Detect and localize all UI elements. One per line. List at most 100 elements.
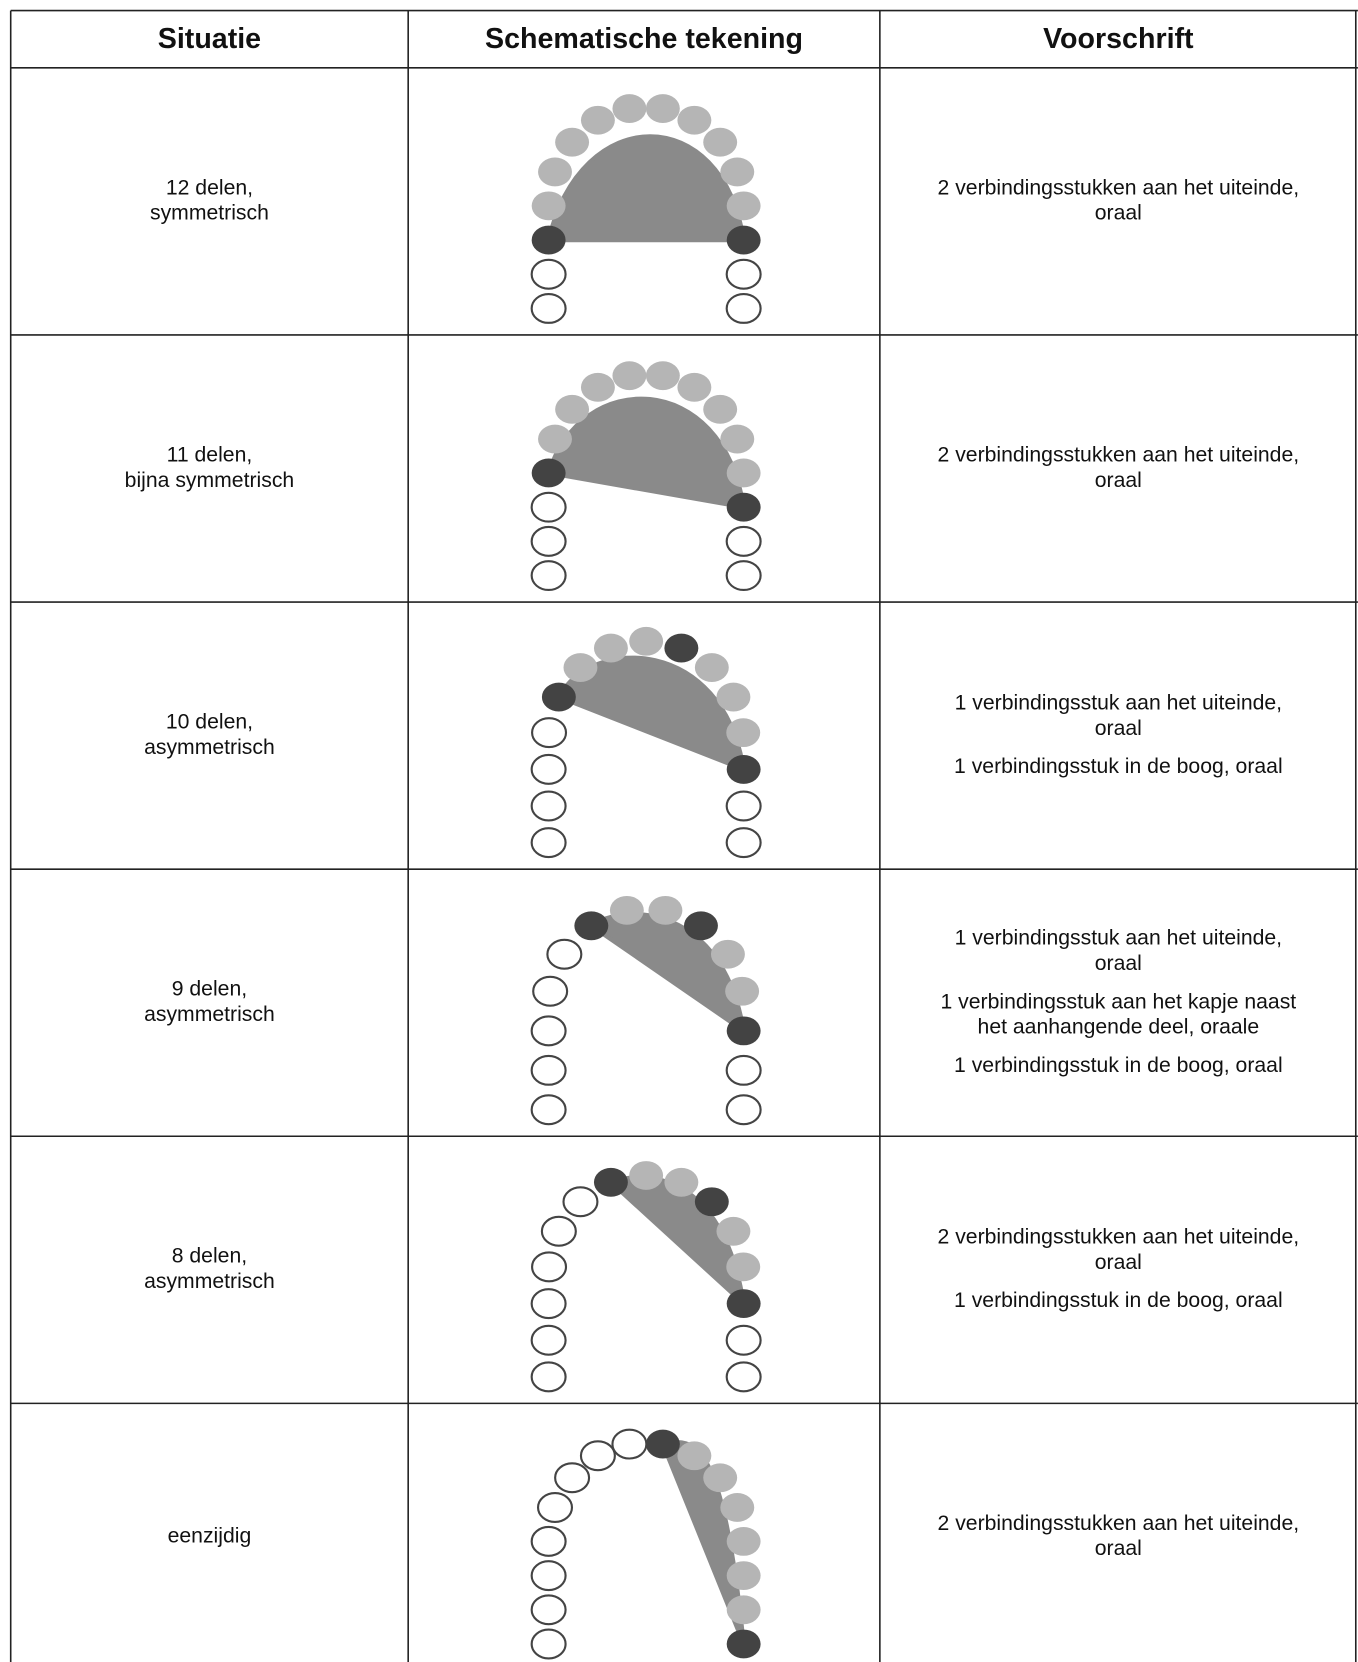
tooth	[725, 1054, 762, 1086]
tooth	[648, 895, 683, 925]
tooth	[530, 1560, 567, 1592]
tooth	[726, 225, 761, 255]
prescription-text: 2 verbindingsstukken aan het uiteinde,	[938, 176, 1300, 199]
tooth	[677, 105, 712, 135]
tooth	[726, 1526, 761, 1556]
tooth	[725, 525, 762, 557]
tooth	[664, 633, 699, 663]
tooth	[726, 1016, 761, 1046]
tooth	[530, 525, 567, 557]
tooth	[609, 895, 644, 925]
tooth	[716, 1216, 751, 1246]
tooth	[580, 105, 615, 135]
tooth	[716, 682, 751, 712]
tooth	[645, 94, 680, 123]
tooth	[725, 292, 762, 324]
tooth	[645, 1429, 680, 1459]
tooth	[694, 653, 729, 682]
tooth	[530, 1094, 567, 1126]
tooth	[541, 682, 576, 712]
prescription-text: 2 verbindingsstukken aan het uiteinde,	[938, 443, 1300, 466]
situation-text: bijna symmetrisch	[125, 469, 295, 492]
tooth	[530, 1288, 567, 1320]
situation-text: asymmetrisch	[144, 736, 275, 759]
situation-text: asymmetrisch	[144, 1270, 275, 1293]
tooth	[720, 1493, 755, 1522]
tooth	[530, 1525, 567, 1557]
header-cell: Voorschrift	[1043, 23, 1194, 55]
tooth	[530, 827, 567, 859]
prescription-text: 2 verbindingsstukken aan het uiteinde,	[938, 1512, 1300, 1535]
tooth	[612, 94, 647, 123]
tooth	[726, 1595, 761, 1625]
tooth	[530, 292, 567, 324]
tooth	[726, 1629, 761, 1659]
tooth	[562, 1186, 599, 1218]
tooth	[530, 258, 567, 290]
tooth	[629, 626, 664, 656]
tooth	[574, 911, 609, 941]
tooth	[726, 754, 761, 784]
situation-text: asymmetrisch	[144, 1003, 275, 1026]
tooth	[720, 157, 755, 187]
tooth	[725, 258, 762, 290]
tooth	[611, 1428, 648, 1460]
dental-arch	[530, 1428, 761, 1660]
prescription-text: 1 verbindingsstuk in de boog, oraal	[954, 1054, 1283, 1077]
tooth	[725, 1324, 762, 1356]
tooth	[530, 753, 567, 785]
tooth	[629, 1161, 664, 1190]
tooth	[530, 560, 567, 592]
tooth	[725, 560, 762, 592]
tooth	[530, 1594, 567, 1626]
header-cell: Schematische tekening	[485, 23, 803, 55]
tooth	[554, 1462, 591, 1494]
dental-arch	[530, 895, 762, 1126]
tooth	[645, 361, 680, 391]
tooth	[726, 492, 761, 522]
tooth	[725, 1094, 762, 1126]
prescription-text: 1 verbindingsstuk in de boog, oraal	[954, 1289, 1283, 1312]
tooth	[530, 1015, 567, 1047]
situation-text: 10 delen,	[166, 710, 253, 733]
prescription-text: 2 verbindingsstukken aan het uiteinde,	[938, 1226, 1300, 1249]
tooth	[530, 1324, 567, 1356]
situation-text: 12 delen,	[166, 176, 253, 199]
tooth	[694, 1187, 729, 1217]
prescription-text: 1 verbindingsstuk in de boog, oraal	[954, 755, 1283, 778]
prescription-text: 1 verbindingsstuk aan het kapje naast	[940, 990, 1296, 1013]
tooth	[530, 790, 567, 822]
prescription-text: oraal	[1095, 1251, 1142, 1274]
tooth	[531, 225, 566, 255]
tooth	[540, 1215, 577, 1247]
situation-text: 9 delen,	[172, 978, 247, 1001]
tooth	[580, 372, 615, 402]
tooth	[579, 1440, 616, 1472]
dental-arch	[530, 1161, 762, 1393]
prescription-text: het aanhangende deel, oraale	[978, 1016, 1260, 1039]
tooth	[720, 424, 755, 454]
tooth	[677, 372, 712, 402]
tooth	[530, 1054, 567, 1086]
tooth	[710, 939, 745, 969]
tooth	[531, 1251, 568, 1283]
tooth	[530, 491, 567, 523]
tooth	[725, 790, 762, 822]
tooth	[531, 191, 566, 221]
tooth	[726, 718, 761, 748]
tooth	[563, 653, 598, 682]
tooth	[546, 938, 583, 970]
tooth	[703, 1463, 738, 1493]
situation-text: symmetrisch	[150, 202, 269, 225]
situation-text: 8 delen,	[172, 1245, 247, 1268]
tooth	[538, 157, 572, 187]
tooth	[531, 458, 566, 488]
tooth	[677, 1441, 712, 1471]
prescription-text: oraal	[1095, 717, 1142, 740]
tooth	[593, 1167, 628, 1197]
tooth	[703, 127, 738, 157]
prescription-text: oraal	[1095, 952, 1142, 975]
tooth	[726, 191, 761, 221]
